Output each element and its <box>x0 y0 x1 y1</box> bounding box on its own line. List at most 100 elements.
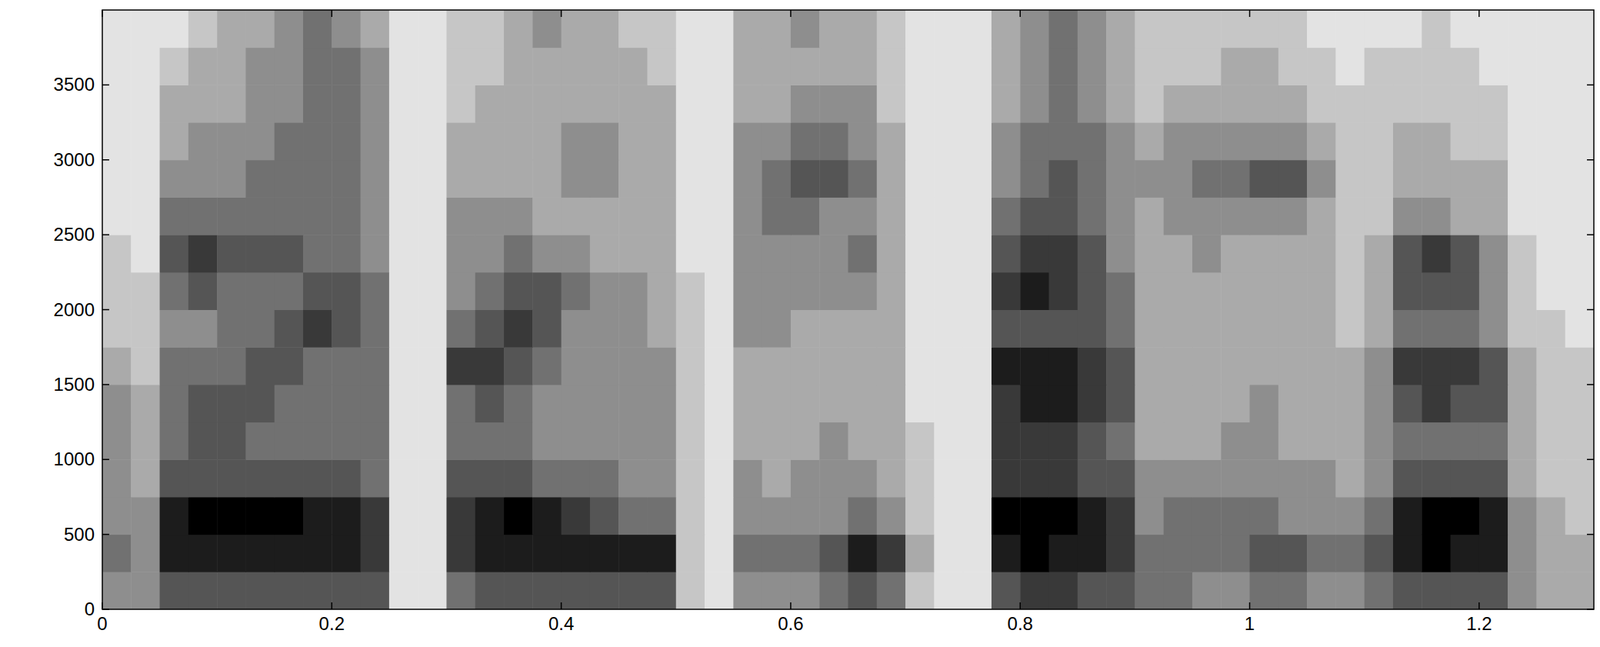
cell <box>1134 122 1164 160</box>
cell <box>1450 234 1480 273</box>
cell <box>1450 160 1480 198</box>
cell <box>876 422 907 460</box>
cell <box>1306 196 1337 235</box>
cell <box>389 196 419 235</box>
cell <box>1220 84 1250 123</box>
cell <box>676 234 706 273</box>
cell <box>1479 496 1509 535</box>
cell <box>1192 160 1222 198</box>
cell <box>1163 160 1194 198</box>
cell <box>704 84 734 123</box>
x-tick <box>560 602 563 610</box>
cell <box>446 422 476 460</box>
cell <box>389 84 419 123</box>
cell <box>1450 422 1480 460</box>
cell <box>991 534 1021 573</box>
cell <box>819 10 849 48</box>
cell <box>102 346 132 385</box>
cell <box>1220 272 1250 310</box>
cell <box>532 384 562 423</box>
cell <box>933 122 964 160</box>
cell <box>331 234 361 273</box>
cell <box>188 272 218 310</box>
cell <box>618 534 648 573</box>
cell <box>417 234 447 273</box>
y-tick <box>102 309 110 311</box>
cell <box>503 310 534 348</box>
cell <box>1250 384 1280 423</box>
cell <box>1077 10 1107 48</box>
cell <box>590 459 620 497</box>
x-tick <box>1019 10 1021 17</box>
cell <box>102 496 132 535</box>
cell <box>1020 422 1050 460</box>
cell <box>1507 47 1537 86</box>
cell <box>389 422 419 460</box>
cell <box>503 196 534 235</box>
cell <box>360 534 390 573</box>
cell <box>503 122 534 160</box>
cell <box>819 571 849 610</box>
x-tick-label: 0.8 <box>1007 613 1034 634</box>
cell <box>1536 571 1566 610</box>
cell <box>1306 160 1337 198</box>
cell <box>1163 459 1194 497</box>
cell <box>1479 310 1509 348</box>
cell <box>1335 459 1365 497</box>
cell <box>389 310 419 348</box>
cell <box>102 272 132 310</box>
cell <box>102 459 132 497</box>
cell <box>160 571 190 610</box>
cell <box>676 384 706 423</box>
cell <box>1335 346 1365 385</box>
cell <box>1106 234 1136 273</box>
cell <box>130 534 160 573</box>
cell <box>1306 310 1337 348</box>
cell <box>1163 84 1194 123</box>
x-tick-label: 1.2 <box>1466 613 1492 634</box>
cell <box>1220 47 1250 86</box>
cell <box>331 196 361 235</box>
cell <box>503 160 534 198</box>
cell <box>1134 571 1164 610</box>
cell <box>1250 571 1280 610</box>
cell <box>1278 47 1308 86</box>
cell <box>188 346 218 385</box>
cell <box>1250 122 1280 160</box>
x-tick <box>101 602 104 610</box>
cell <box>389 346 419 385</box>
cell <box>1421 122 1451 160</box>
cell <box>1479 84 1509 123</box>
cell <box>1450 196 1480 235</box>
cell <box>503 496 534 535</box>
cell <box>905 10 935 48</box>
y-tick-label: 500 <box>63 523 95 545</box>
cell <box>1364 10 1394 48</box>
cell <box>274 47 304 86</box>
cell <box>1163 272 1194 310</box>
cell <box>102 534 132 573</box>
cell <box>819 459 849 497</box>
cell <box>561 234 591 273</box>
cell <box>1077 160 1107 198</box>
cell <box>446 534 476 573</box>
cell <box>1134 534 1164 573</box>
cell <box>790 234 820 273</box>
cell <box>1106 122 1136 160</box>
cell <box>762 459 792 497</box>
cell <box>274 272 304 310</box>
cell <box>1507 422 1537 460</box>
cell <box>1163 196 1194 235</box>
cell <box>1049 272 1079 310</box>
cell <box>1163 234 1194 273</box>
cell <box>1020 272 1050 310</box>
cell <box>216 160 247 198</box>
cell <box>417 47 447 86</box>
cell <box>848 196 878 235</box>
cell <box>762 47 792 86</box>
cell <box>446 47 476 86</box>
cell <box>1393 459 1423 497</box>
cell <box>1020 196 1050 235</box>
cell <box>590 196 620 235</box>
cell <box>475 422 505 460</box>
